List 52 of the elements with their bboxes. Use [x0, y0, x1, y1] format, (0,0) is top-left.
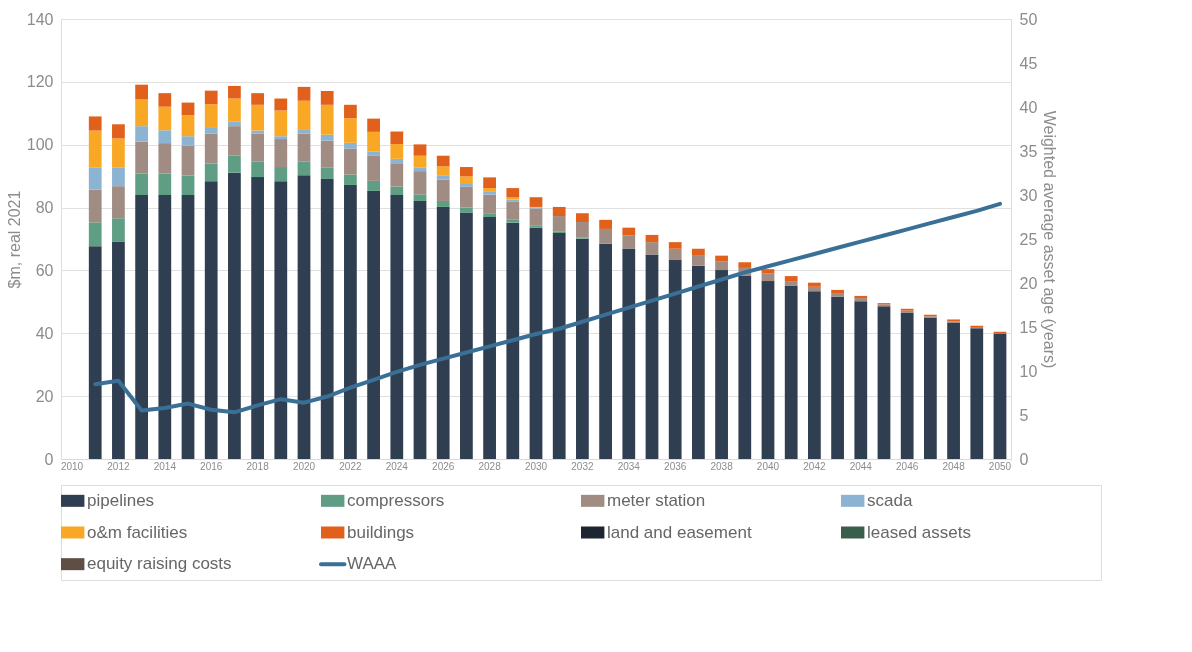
x-tick-label: 2022 — [339, 460, 362, 472]
y2-tick-label: 35 — [1019, 142, 1038, 160]
x-tick-label: 2040 — [756, 460, 780, 472]
x-tick-label: 2016 — [200, 460, 223, 472]
legend-label: WAAA — [347, 554, 398, 574]
x-tick-label: 2028 — [478, 460, 502, 472]
legend-label: equity raising costs — [87, 554, 232, 574]
y2-axis-title: Weighted average asset age (years) — [1041, 110, 1059, 369]
legend-label: pipelines — [87, 490, 155, 510]
x-tick-label: 2032 — [571, 460, 594, 472]
legend-label: compressors — [347, 490, 445, 510]
y2-tick-label: 30 — [1019, 186, 1038, 204]
y-tick-label: 60 — [35, 261, 54, 279]
y2-tick-label: 0 — [1019, 450, 1029, 468]
x-tick-label: 2044 — [849, 460, 873, 472]
y-tick-label: 80 — [35, 199, 54, 217]
x-tick-label: 2018 — [246, 460, 270, 472]
x-tick-label: 2038 — [710, 460, 734, 472]
legend-label: buildings — [347, 522, 415, 542]
y-tick-label: 140 — [26, 10, 54, 28]
y2-tick-label: 10 — [1019, 362, 1038, 380]
x-tick-label: 2026 — [432, 460, 455, 472]
y-tick-label: 40 — [35, 324, 54, 342]
x-tick-label: 2048 — [942, 460, 966, 472]
y2-tick-label: 5 — [1019, 406, 1029, 424]
x-tick-label: 2030 — [524, 460, 548, 472]
x-tick-label: 2010 — [60, 460, 84, 472]
y-tick-label: 20 — [35, 387, 54, 405]
y2-tick-label: 50 — [1019, 10, 1038, 28]
y2-tick-label: 25 — [1019, 230, 1038, 248]
x-tick-label: 2050 — [988, 460, 1012, 472]
y-tick-label: 0 — [44, 450, 54, 468]
y-tick-label: 100 — [26, 136, 54, 154]
legend-label: meter station — [607, 490, 706, 510]
x-tick-label: 2014 — [153, 460, 177, 472]
x-tick-label: 2020 — [292, 460, 316, 472]
y-axis-title: $m, real 2021 — [5, 190, 23, 289]
legend-label: land and easement — [607, 522, 752, 542]
y2-tick-label: 20 — [1019, 274, 1038, 292]
y-tick-label: 120 — [26, 73, 54, 91]
y2-tick-label: 40 — [1019, 98, 1038, 116]
x-tick-label: 2034 — [617, 460, 641, 472]
x-tick-label: 2042 — [803, 460, 826, 472]
x-tick-label: 2046 — [896, 460, 919, 472]
x-tick-label: 2036 — [664, 460, 687, 472]
x-tick-label: 2012 — [107, 460, 130, 472]
legend-label: leased assets — [867, 522, 971, 542]
y2-tick-label: 45 — [1019, 54, 1038, 72]
legend-label: o&m facilities — [87, 522, 188, 542]
legend-label: scada — [867, 490, 913, 510]
x-tick-label: 2024 — [385, 460, 409, 472]
y2-tick-label: 15 — [1019, 318, 1038, 336]
